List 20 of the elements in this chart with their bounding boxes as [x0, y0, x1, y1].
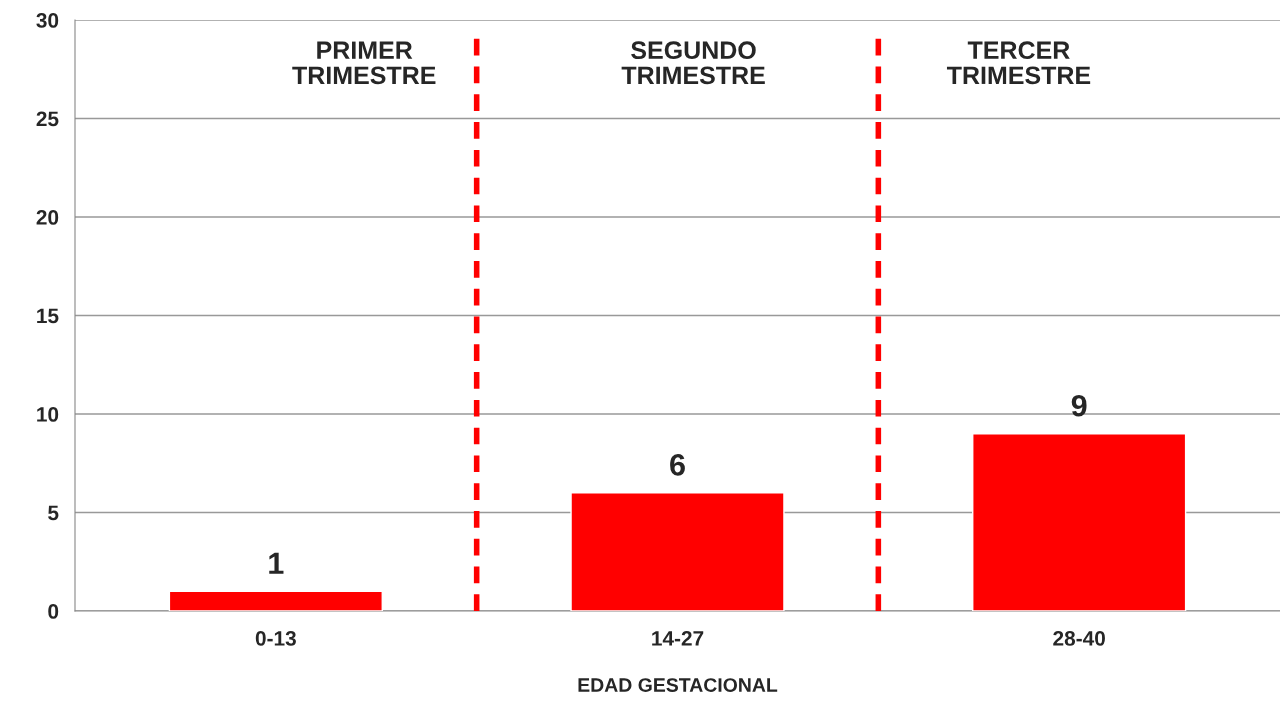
x-axis-title: EDAD GESTACIONAL [578, 678, 778, 692]
y-tick-label: 30 [36, 13, 59, 28]
y-tick-label: 20 [36, 210, 59, 225]
data-label: 1 [269, 552, 284, 574]
y-tick-label: 10 [37, 407, 59, 422]
x-tick-label: 0-13 [255, 630, 296, 646]
annotation: SEGUNDO TRIMESTRE [621, 41, 765, 85]
y-tick-label: 5 [48, 505, 59, 521]
y-tick-label: 15 [37, 308, 59, 324]
annotation: TERCER TRIMESTRE [946, 41, 1091, 85]
annotation: PRIMER TRIMESTRE [292, 41, 436, 85]
x-tick-label: 14-27 [652, 630, 704, 646]
y-tick-label: 25 [36, 111, 59, 127]
y-tick-label: 0 [48, 604, 59, 619]
bar [972, 433, 1187, 611]
x-tick-label: 28-40 [1053, 630, 1105, 646]
bar [570, 492, 785, 611]
bar [168, 590, 383, 611]
data-label: 6 [670, 454, 685, 476]
data-label: 9 [1071, 394, 1087, 417]
